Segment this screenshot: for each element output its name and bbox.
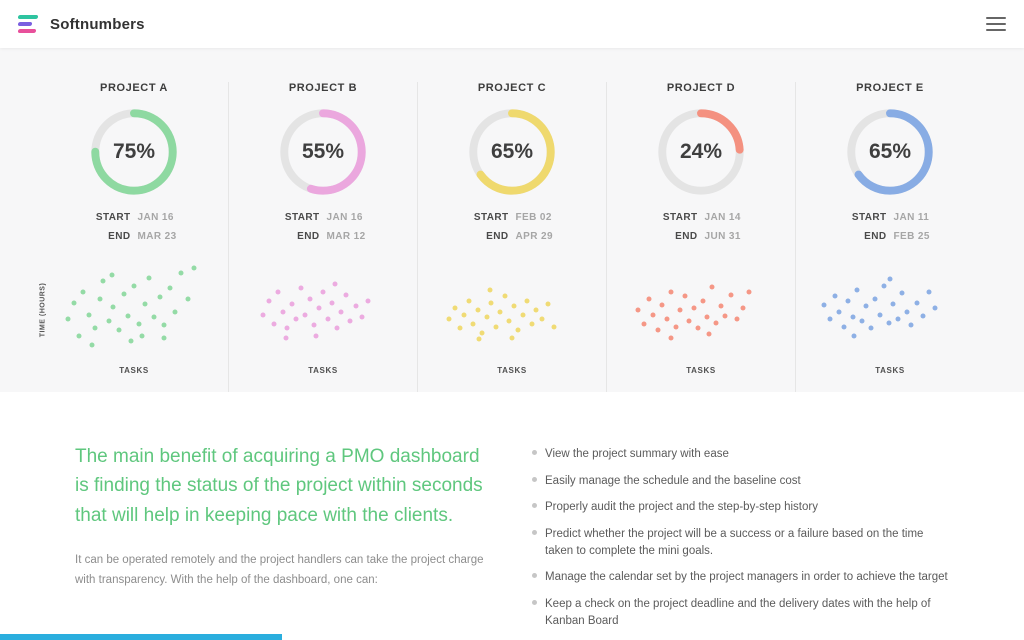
dashboard-section: PROJECT A 75% START JAN 16 END MAR 23 TI… [0,48,1024,392]
project-dates: START JAN 11 END FEB 25 [796,212,984,242]
hamburger-menu-icon[interactable] [986,17,1006,31]
start-value: JAN 16 [137,212,174,223]
footer-accent-bar [0,634,282,640]
bullet-icon [532,600,537,606]
donut-arc [469,109,555,195]
bullet-text: Manage the calendar set by the project m… [545,571,948,584]
bullet-icon [532,530,537,536]
project-dates: START JAN 16 END MAR 23 [40,212,228,242]
end-label: END [108,231,131,242]
intro-paragraph: It can be operated remotely and the proj… [75,554,484,587]
bullet-text: Easily manage the schedule and the basel… [545,474,801,487]
time-axis-label: TIME (HOURS) [39,282,47,338]
project-dates: START JAN 16 END MAR 12 [229,212,417,242]
scatter-plot [248,264,398,356]
end-value: JUN 31 [704,231,741,242]
bullet-icon [532,450,537,455]
project-title: PROJECT D [666,82,736,94]
donut-arc [847,109,933,195]
start-value: JAN 11 [893,212,930,223]
brand[interactable]: Softnumbers [17,15,145,33]
softnumbers-logo-icon [17,15,40,33]
project-column: PROJECT B 55% START JAN 16 END MAR 12 TA… [229,82,418,392]
bullet-icon [532,573,537,579]
brand-name: Softnumbers [50,15,145,33]
end-label: END [864,231,887,242]
donut-chart: 55% [279,108,367,196]
end-label: END [486,231,509,242]
project-column: PROJECT E 65% START JAN 11 END FEB 25 TA… [796,82,984,392]
start-label: START [473,212,509,223]
donut-percent-label: 75% [112,140,156,163]
bullet-icon [532,476,537,482]
end-label: END [675,231,698,242]
end-value: MAR 23 [137,231,177,242]
start-label: START [284,212,320,223]
project-dates: START JAN 14 END JUN 31 [607,212,795,242]
project-dates: START FEB 02 END APR 29 [418,212,606,242]
projects-row: PROJECT A 75% START JAN 16 END MAR 23 TI… [40,82,984,392]
scatter-plot [626,264,776,356]
start-value: FEB 02 [515,212,552,223]
bullet-text: Keep a check on the project deadline and… [545,598,931,627]
scatter-plot: TIME (HOURS) [40,264,209,356]
donut-percent-label: 65% [490,140,534,163]
donut-percent-label: 24% [679,140,723,163]
donut-chart: 65% [468,108,556,196]
donut-chart: 75% [90,108,178,196]
content-left: The main benefit of acquiring a PMO dash… [75,442,490,640]
tasks-axis-label: TASKS [875,366,905,375]
bullet-icon [532,503,537,509]
donut-arc [658,109,744,195]
list-item: Manage the calendar set by the project m… [532,569,954,586]
scatter-plot [437,264,587,356]
tasks-axis-label: TASKS [308,366,338,375]
start-value: JAN 16 [326,212,363,223]
end-value: FEB 25 [893,231,930,242]
content-section: The main benefit of acquiring a PMO dash… [0,392,1024,640]
list-item: Easily manage the schedule and the basel… [532,473,954,490]
tasks-axis-label: TASKS [119,366,149,375]
project-column: PROJECT A 75% START JAN 16 END MAR 23 TI… [40,82,229,392]
project-column: PROJECT D 24% START JAN 14 END JUN 31 TA… [607,82,796,392]
list-item: View the project summary with ease [532,446,954,463]
project-title: PROJECT B [288,82,358,94]
benefits-list: View the project summary with ease Easil… [490,442,954,640]
donut-chart: 65% [846,108,934,196]
project-title: PROJECT A [100,82,168,94]
headline: The main benefit of acquiring a PMO dash… [75,446,483,526]
tasks-axis-label: TASKS [686,366,716,375]
donut-chart: 24% [657,108,745,196]
end-value: MAR 12 [326,231,366,242]
donut-arc [280,109,366,195]
start-value: JAN 14 [704,212,741,223]
list-item: Predict whether the project will be a su… [532,526,954,559]
donut-percent-label: 55% [301,140,345,163]
app-header: Softnumbers [0,0,1024,48]
project-title: PROJECT E [856,82,924,94]
bullet-text: Properly audit the project and the step-… [545,501,818,514]
start-label: START [95,212,131,223]
project-column: PROJECT C 65% START FEB 02 END APR 29 TA… [418,82,607,392]
tasks-axis-label: TASKS [497,366,527,375]
project-title: PROJECT C [477,82,547,94]
end-label: END [297,231,320,242]
scatter-plot [815,264,965,356]
donut-percent-label: 65% [868,140,912,163]
start-label: START [662,212,698,223]
list-item: Keep a check on the project deadline and… [532,596,954,629]
bullet-text: View the project summary with ease [545,448,729,460]
list-item: Properly audit the project and the step-… [532,499,954,516]
start-label: START [851,212,887,223]
donut-arc [91,109,177,195]
bullet-text: Predict whether the project will be a su… [545,528,924,557]
end-value: APR 29 [515,231,553,242]
